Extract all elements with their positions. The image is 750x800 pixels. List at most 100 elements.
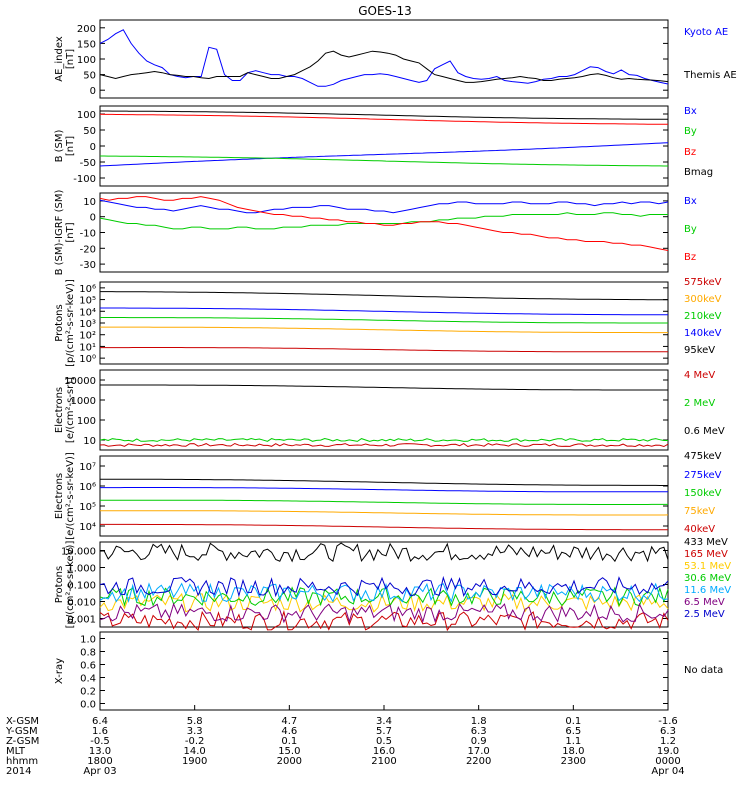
series-line-0.6-MeV [100, 384, 668, 391]
legend-entry: 40keV [684, 524, 715, 535]
y-axis-label-line: [e/(cm²-s-sr)] [65, 377, 76, 443]
y-tick-label: 0 [90, 86, 96, 97]
y-tick-label: 10 [83, 436, 96, 447]
y-tick-label: 10² [79, 331, 96, 342]
legend-entry: Bx [684, 106, 697, 117]
y-axis-label: Protons[p/(cm²-s-sr-keV)] [54, 279, 76, 367]
series-line-Themis-AE [99, 50, 669, 83]
y-tick-label: 10⁴ [79, 307, 96, 318]
panel-frame [99, 455, 669, 537]
x-axis-value: 6.5 [565, 726, 581, 737]
legend-entry: Themis AE [683, 70, 737, 81]
x-axis-value: 19.0 [657, 746, 679, 757]
y-axis-label: Electrons[e/(cm²-s-sr-keV)] [54, 452, 76, 540]
series-line-Kyoto-AE [99, 29, 669, 87]
panel-4: 10000 1000 100 10 Electrons[e/(cm²-s-sr)] 4 M… [54, 369, 725, 451]
y-tick-label: 50 [83, 71, 96, 82]
y-tick-label: 10⁶ [79, 284, 96, 295]
x-axis-value: 17.0 [468, 746, 490, 757]
x-axis-value: 1.2 [660, 736, 676, 747]
x-axis-value: 1800 [87, 756, 112, 767]
y-tick-label: 0.001 [67, 615, 96, 626]
legend-entry: Bz [684, 252, 696, 263]
legend-entry: 11.6 MeV [684, 585, 731, 596]
x-axis-row-label: Z-GSM [6, 736, 39, 747]
x-axis-value: 1.1 [565, 736, 581, 747]
x-axis-value: 6.3 [471, 726, 487, 737]
series-line-210keV [100, 317, 668, 324]
y-tick-label: 0.010 [67, 598, 96, 609]
y-tick-label: -20 [80, 244, 96, 255]
y-tick-label: 10³ [79, 319, 96, 330]
y-axis-label: Protons[p/(cm²-s-sr-keV)] [54, 541, 76, 629]
x-axis-value: 3.4 [376, 716, 392, 727]
legend-entry: 575keV [684, 277, 722, 288]
y-axis-label-line: [nT] [65, 222, 76, 242]
y-axis-label-line: B (SM) [54, 129, 65, 162]
series-line-165-MeV [99, 609, 669, 632]
legend-entry: 475keV [684, 451, 722, 462]
y-tick-label: -50 [80, 158, 96, 169]
legend-entry: 6.5 MeV [684, 597, 725, 608]
series-line-433-MeV [99, 542, 669, 563]
legend-entry: By [684, 224, 697, 235]
series-line-6.5-MeV [99, 602, 669, 624]
x-axis-value: 2000 [277, 756, 302, 767]
panel-frame [99, 105, 669, 187]
x-axis-value: 6.3 [660, 726, 676, 737]
x-axis-value: 6.4 [92, 716, 108, 727]
series-line-By [100, 155, 668, 167]
y-tick-label: 0.6 [80, 661, 96, 672]
legend-entry: By [684, 126, 697, 137]
legend-entry: 165 MeV [684, 549, 728, 560]
y-tick-label: 1.0 [80, 635, 96, 646]
x-axis-value: -0.2 [185, 736, 205, 747]
legend-entry: 2 MeV [684, 398, 715, 409]
legend-entry: 300keV [684, 294, 722, 305]
y-tick-label: 10.000 [61, 547, 96, 558]
x-axis-value: 18.0 [562, 746, 584, 757]
legend-entry: 275keV [684, 470, 722, 481]
x-axis-value: 0.1 [281, 736, 297, 747]
legend-entry: 30.6 MeV [684, 573, 731, 584]
series-line-2-MeV [99, 437, 668, 442]
series-line-Bx [99, 199, 669, 214]
y-tick-label: 100 [77, 110, 96, 121]
x-axis-value: 3.3 [187, 726, 203, 737]
y-tick-label: -10 [80, 229, 96, 240]
y-tick-label: 100 [77, 416, 96, 427]
x-axis-value: Apr 03 [83, 766, 116, 777]
x-axis-value: 2200 [466, 756, 491, 767]
y-tick-label: 10⁵ [79, 502, 96, 513]
y-tick-label: 0.8 [80, 648, 96, 659]
x-axis-value: 0.9 [471, 736, 487, 747]
y-tick-label: 10⁴ [79, 522, 96, 533]
y-tick-label: 150 [77, 39, 96, 50]
x-axis-value: 15.0 [278, 746, 300, 757]
y-axis-label-line: B (SM)-IGRF (SM) [54, 190, 65, 276]
y-axis-label-line: AE_index [54, 36, 65, 82]
legend-entry: 95keV [684, 345, 715, 356]
y-axis-label-line: [nT] [65, 136, 76, 156]
panel-frame [99, 192, 669, 273]
y-axis-label: B (SM)[nT] [54, 129, 76, 162]
x-axis-value: 4.6 [281, 726, 297, 737]
series-line-475keV [100, 478, 668, 486]
y-tick-label: 0.4 [80, 674, 96, 685]
legend-entry: 0.6 MeV [684, 426, 725, 437]
chart-title: GOES-13 [358, 4, 412, 18]
series-line-Bx [99, 142, 669, 167]
y-axis-label-line: [p/(cm²-s-sr-keV)] [65, 279, 76, 367]
y-axis-label-line: Electrons [54, 387, 65, 433]
x-axis-value: 5.7 [376, 726, 392, 737]
x-axis-value: 4.7 [281, 716, 297, 727]
y-tick-label: 10⁶ [79, 482, 96, 493]
panel-1: 100 50 0 -50 -100 B (SM)[nT] Bx By Bz Bmag [54, 105, 713, 187]
legend-entry: 2.5 MeV [684, 609, 725, 620]
series-line-Bz [99, 196, 669, 251]
series-line-11.6-MeV [99, 582, 669, 604]
y-axis-label: Electrons[e/(cm²-s-sr)] [54, 377, 76, 443]
series-line-By [99, 212, 668, 230]
